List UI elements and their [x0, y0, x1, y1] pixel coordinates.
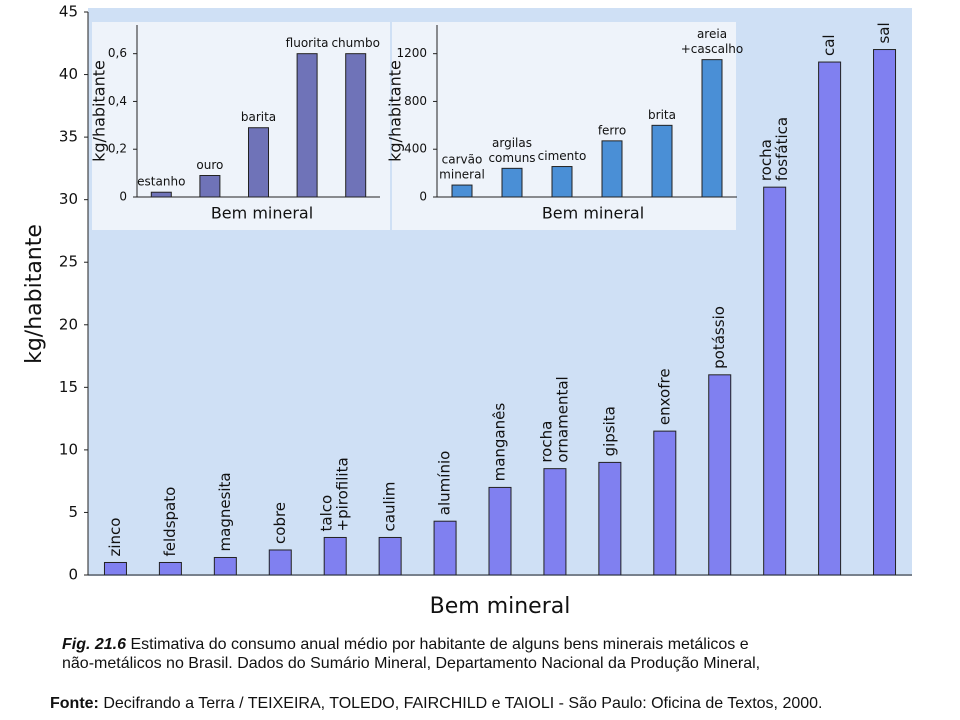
category-label: +cascalho	[681, 42, 744, 56]
y-tick-label: 0,6	[108, 46, 127, 60]
y-tick-label: 800	[404, 94, 427, 108]
category-label: gipsita	[600, 406, 618, 456]
category-label: fluorita	[286, 36, 329, 50]
category-label: ferro	[598, 123, 626, 137]
bar	[708, 374, 732, 576]
category-label: talco	[318, 495, 336, 532]
category-label: caulim	[381, 482, 399, 532]
y-axis-label: kg/habitante	[22, 224, 47, 364]
bar	[598, 461, 622, 576]
category-label: fosfática	[773, 117, 791, 181]
category-label: sal	[875, 22, 893, 43]
category-label: +pirofilita	[334, 457, 352, 531]
y-tick-label: 20	[59, 315, 78, 333]
category-label: cobre	[271, 502, 289, 544]
y-tick-label: 0,2	[108, 142, 127, 156]
bar	[543, 468, 567, 576]
y-tick-label: 15	[59, 378, 78, 396]
bar	[551, 166, 573, 198]
y-tick-label: 400	[404, 142, 427, 156]
bar	[296, 53, 318, 198]
bar	[651, 124, 673, 198]
y-axis-label: kg/habitante	[386, 60, 405, 162]
category-label: cal	[820, 34, 838, 56]
y-tick-label: 1200	[396, 46, 427, 60]
category-label: rocha	[537, 421, 555, 463]
category-label: cimento	[538, 149, 587, 163]
category-label: barita	[241, 110, 276, 124]
bar	[158, 561, 182, 576]
figure-number: Fig. 21.6	[62, 636, 126, 653]
caption: Fig. 21.6 Estimativa do consumo anual mé…	[62, 636, 749, 653]
source-text: Decifrando a Terra / TEIXEIRA, TOLEDO, F…	[103, 695, 822, 712]
category-label: carvão	[442, 153, 483, 167]
bar	[323, 536, 347, 576]
bar	[268, 549, 292, 576]
y-tick-label: 0	[119, 190, 127, 204]
bar	[601, 140, 623, 198]
category-label: ornamental	[553, 376, 571, 462]
y-tick-label: 25	[59, 253, 78, 271]
category-label: brita	[648, 108, 676, 122]
inset-background	[92, 22, 390, 230]
category-label: manganês	[491, 403, 509, 482]
bar	[653, 430, 677, 576]
y-tick-label: 0,4	[108, 94, 127, 108]
y-tick-label: 45	[59, 3, 78, 21]
bar	[345, 53, 367, 198]
bar	[818, 61, 842, 576]
category-label: comuns	[488, 151, 535, 165]
category-label: ouro	[196, 158, 223, 172]
bar	[150, 191, 172, 198]
category-label: zinco	[106, 518, 124, 557]
category-label: potássio	[710, 306, 728, 369]
y-tick-label: 40	[59, 65, 78, 83]
y-tick-label: 30	[59, 190, 78, 208]
y-tick-label: 5	[68, 503, 78, 521]
bar	[488, 486, 512, 576]
bar	[103, 561, 127, 576]
x-axis-label: Bem mineral	[211, 204, 313, 223]
bar	[433, 520, 457, 576]
category-label: chumbo	[331, 36, 379, 50]
x-axis-label: Bem mineral	[430, 594, 571, 619]
y-tick-label: 35	[59, 128, 78, 146]
category-label: alumínio	[436, 451, 454, 516]
category-label: areia	[697, 27, 727, 41]
y-tick-label: 0	[68, 566, 78, 584]
y-tick-label: 10	[59, 440, 78, 458]
bar	[248, 127, 269, 198]
category-label: rocha	[757, 139, 775, 181]
source-label: Fonte:	[50, 695, 99, 712]
caption-line: não-metálicos no Brasil. Dados do Sumári…	[62, 655, 760, 672]
y-axis-label: kg/habitante	[90, 60, 109, 162]
bar	[213, 556, 237, 576]
category-label: estanho	[137, 175, 185, 189]
bar	[873, 49, 897, 576]
category-label: magnesita	[216, 472, 234, 551]
caption-line: Estimativa do consumo anual médio por ha…	[130, 636, 748, 653]
category-label: enxofre	[655, 368, 673, 425]
bar	[451, 184, 473, 198]
category-label: feldspato	[161, 487, 179, 557]
bar	[199, 175, 221, 198]
bar	[501, 167, 523, 198]
y-tick-label: 0	[419, 190, 427, 204]
category-label: mineral	[439, 168, 485, 182]
bar	[701, 59, 723, 198]
category-label: argilas	[492, 136, 532, 150]
source: Fonte: Decifrando a Terra / TEIXEIRA, TO…	[50, 695, 822, 712]
bar	[763, 186, 787, 576]
x-axis-label: Bem mineral	[542, 204, 644, 223]
bar	[378, 536, 402, 576]
